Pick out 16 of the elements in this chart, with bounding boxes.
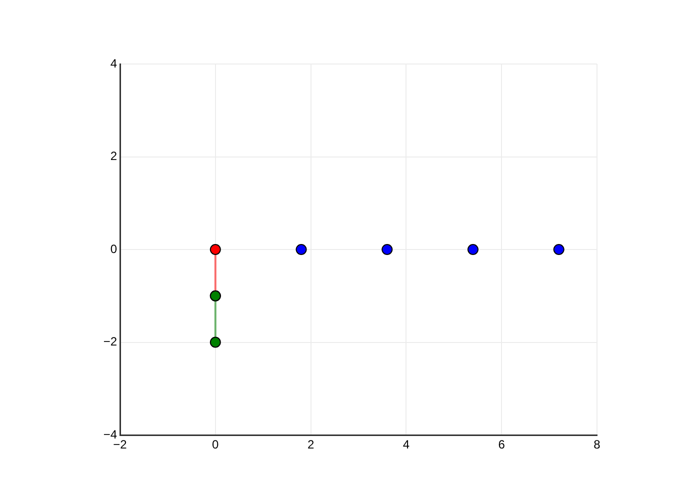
y-tick-label: −2 [103, 334, 118, 349]
x-tick-label: 4 [402, 438, 410, 452]
y-tick-label: 4 [110, 56, 118, 70]
x-tick-label: 8 [594, 438, 601, 452]
point [296, 244, 307, 255]
y-tick-label: 0 [110, 242, 118, 256]
y-tick-label: −4 [103, 427, 118, 442]
point [553, 244, 564, 255]
x-tick-label: 0 [212, 438, 220, 452]
point [210, 244, 221, 255]
y-tick-label: 2 [110, 149, 118, 164]
point [382, 244, 393, 255]
point [467, 244, 478, 255]
x-tick-label: 2 [307, 438, 314, 452]
point [210, 336, 221, 348]
x-tick-label: 6 [498, 438, 506, 452]
